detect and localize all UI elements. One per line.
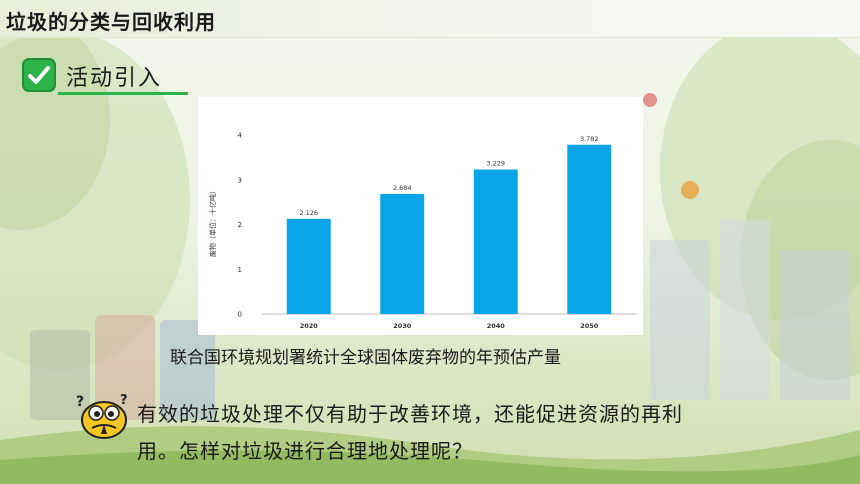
y-tick-label: 0 bbox=[238, 311, 242, 319]
y-tick-label: 3 bbox=[238, 176, 242, 184]
y-axis-label: 废物（单位：十亿吨） bbox=[208, 187, 217, 257]
bar-value-label: 3.229 bbox=[486, 160, 505, 168]
chart-panel: 废物（单位：十亿吨） 0 1 2 3 4 2.126 2.684 3.229 3.782 20… bbox=[198, 97, 643, 335]
bar-chart: 废物（单位：十亿吨） 0 1 2 3 4 2.126 2.684 3.229 3.782 20… bbox=[208, 132, 636, 330]
thinking-face-icon: ? ? bbox=[74, 388, 134, 440]
question-line-2: 用。怎样对垃圾进行合理地处理呢？ bbox=[137, 439, 473, 463]
y-tick-label: 4 bbox=[238, 132, 243, 140]
bar-value-label: 3.782 bbox=[580, 135, 599, 143]
y-tick-label: 1 bbox=[238, 266, 242, 274]
y-ticks: 0 1 2 3 4 bbox=[238, 132, 243, 319]
bar-2040 bbox=[473, 169, 518, 314]
y-tick-label: 2 bbox=[238, 221, 242, 229]
header-bar: 垃圾的分类与回收利用 bbox=[0, 0, 860, 38]
x-ticks: 2020 2030 2040 2050 bbox=[300, 322, 599, 330]
page-title: 垃圾的分类与回收利用 bbox=[6, 10, 216, 34]
x-tick-label: 2020 bbox=[300, 322, 319, 330]
bar-value-label: 2.126 bbox=[299, 209, 318, 217]
bar-value-labels: 2.126 2.684 3.229 3.782 bbox=[299, 135, 598, 217]
bar-2020 bbox=[286, 218, 331, 314]
x-tick-label: 2030 bbox=[393, 322, 412, 330]
bars bbox=[286, 144, 612, 314]
svg-text:?: ? bbox=[120, 393, 128, 408]
section-heading: 活动引入 bbox=[22, 56, 192, 96]
chart-caption: 联合国环境规划署统计全球固体废弃物的年预估产量 bbox=[170, 348, 561, 368]
x-tick-label: 2050 bbox=[580, 322, 599, 330]
bar-value-label: 2.684 bbox=[393, 184, 412, 192]
x-tick-label: 2040 bbox=[487, 322, 506, 330]
discussion-question: 有效的垃圾处理不仅有助于改善环境，还能促进资源的再利 用。怎样对垃圾进行合理地处… bbox=[137, 396, 837, 470]
check-icon bbox=[22, 58, 56, 92]
section-label: 活动引入 bbox=[66, 66, 163, 91]
bar-2030 bbox=[380, 193, 425, 314]
svg-text:?: ? bbox=[76, 394, 84, 410]
bar-2050 bbox=[567, 144, 612, 314]
question-line-1: 有效的垃圾处理不仅有助于改善环境，还能促进资源的再利 bbox=[137, 402, 683, 426]
section-underline bbox=[58, 92, 188, 95]
